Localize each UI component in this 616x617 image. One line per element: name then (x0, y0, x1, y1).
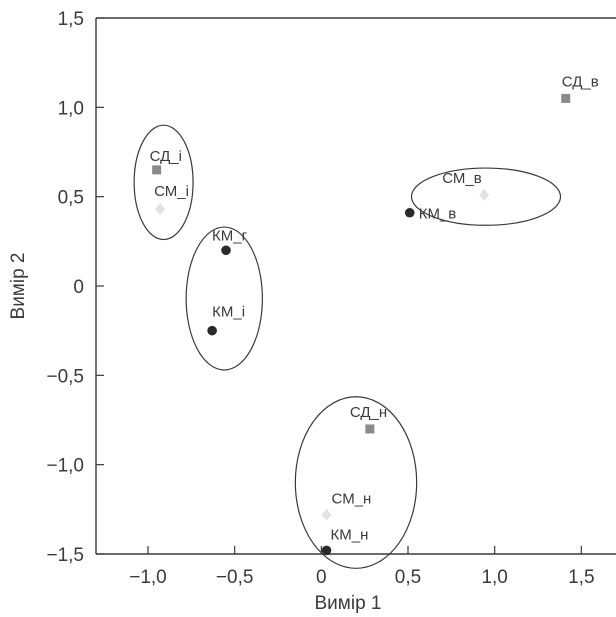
point-marker-circle (404, 207, 415, 218)
y-tick-label: 0 (73, 277, 84, 298)
point-marker-circle (321, 545, 332, 556)
y-tick-label: −1,5 (46, 545, 84, 566)
point-label: СД_н (350, 404, 387, 421)
point-marker-diamond (155, 203, 166, 216)
point-label: СМ_н (332, 491, 372, 508)
point-label: КМ_н (331, 526, 369, 543)
point-label: КМ_г (212, 227, 248, 244)
y-tick-label: 0,5 (58, 188, 84, 209)
x-tick-label: 0,5 (395, 567, 421, 588)
cluster-ellipse (185, 226, 264, 371)
x-tick-label: 1,0 (481, 567, 507, 588)
point-marker-square (152, 165, 162, 175)
x-tick-label: −1,0 (129, 567, 167, 588)
point-marker-square (561, 93, 571, 103)
y-tick-label: 1,5 (58, 9, 84, 30)
point-label: КМ_і (212, 304, 245, 321)
point-label: КМ_в (419, 206, 457, 223)
y-tick-label: 1,0 (58, 98, 84, 119)
cluster-ellipses (133, 124, 562, 569)
point-label: СМ_і (154, 183, 189, 200)
x-tick-label: −0,5 (216, 567, 254, 588)
point-marker-diamond (321, 508, 332, 521)
plot-frame (95, 17, 616, 555)
cluster-ellipse (133, 124, 194, 241)
data-points: СД_і СД_в СД_н СМ_і СМ_в СМ_н КМ_г КМ_і КМ_в КМ_н (150, 73, 599, 556)
point-marker-square (365, 424, 375, 434)
point-label: СД_і (150, 148, 182, 165)
y-tick-label: −1,0 (46, 456, 84, 477)
y-tick-label: −0,5 (46, 366, 84, 387)
point-marker-circle (207, 325, 217, 336)
point-marker-circle (221, 245, 231, 256)
x-axis-title: Вимір 1 (315, 593, 382, 614)
point-label: СМ_в (442, 170, 482, 187)
point-label: СД_в (562, 73, 599, 90)
point-marker-diamond (479, 188, 490, 201)
cluster-ellipse (410, 167, 562, 226)
y-axis-title: Вимір 2 (8, 253, 29, 320)
x-tick-label: 0 (316, 567, 327, 588)
x-tick-label: 1,5 (568, 567, 594, 588)
axis-ticks: 1,5 1,0 0,5 0 −0,5 −1,0 −1,5 −1,0 −0,5 0 0,5 1,0 1,5 (46, 9, 594, 588)
cluster-ellipse (294, 396, 418, 569)
